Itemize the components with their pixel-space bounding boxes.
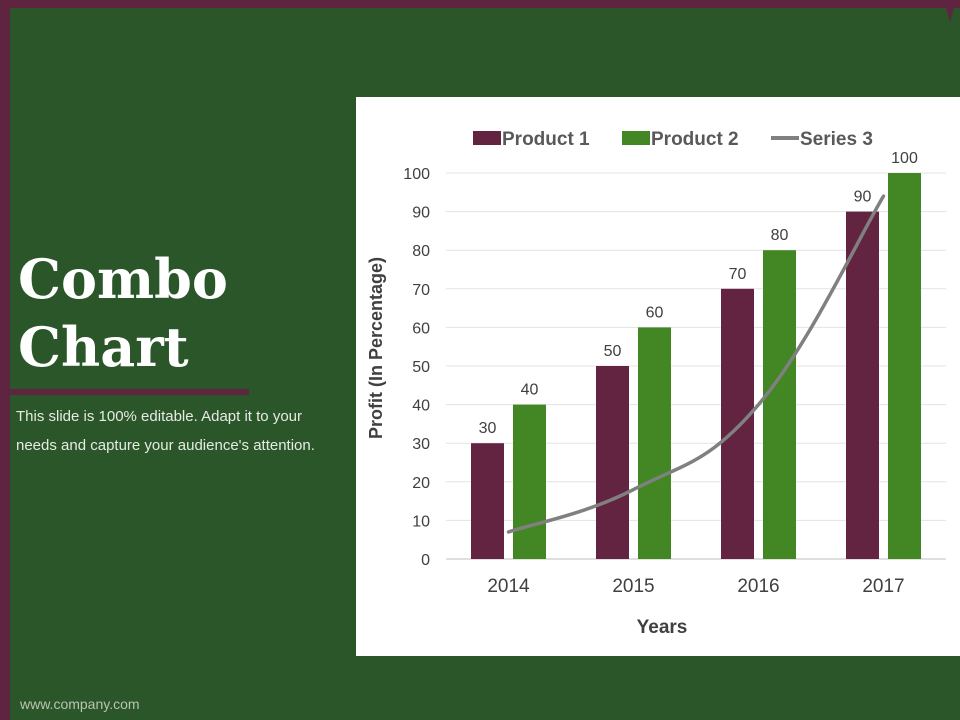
- data-label-product-2-2015: 60: [646, 304, 664, 321]
- x-axis-title: Years: [637, 617, 688, 638]
- slide-title: Combo Chart: [18, 245, 228, 381]
- legend-label-product-2: Product 2: [651, 129, 739, 150]
- bar-product-1-2017: [846, 211, 879, 559]
- legend-label-product-1: Product 1: [502, 129, 590, 150]
- y-tick-label-30: 30: [412, 436, 430, 453]
- data-label-product-2-2017: 100: [891, 150, 918, 167]
- data-label-product-1-2015: 50: [604, 343, 622, 360]
- frame-corner-notch: [920, 0, 960, 22]
- y-tick-label-60: 60: [412, 320, 430, 337]
- frame-left-border: [0, 0, 10, 720]
- y-tick-label-80: 80: [412, 243, 430, 260]
- data-label-product-2-2016: 80: [771, 227, 789, 244]
- combo-chart: 0 10 20 30 40 50 60 70 80 90 100 30 40 2014 50 60 2015 70…: [366, 129, 946, 638]
- frame-top-border: [0, 0, 960, 8]
- slide-subtitle: This slide is 100% editable. Adapt it to…: [16, 408, 315, 454]
- slide-title-line-2: Chart: [18, 315, 189, 379]
- y-tick-label-20: 20: [412, 475, 430, 492]
- legend-swatch-product-1: [473, 131, 501, 145]
- legend-swatch-product-2: [622, 131, 650, 145]
- data-label-product-1-2014: 30: [479, 420, 497, 437]
- x-tick-label-2016: 2016: [737, 576, 779, 597]
- y-tick-label-100: 100: [403, 166, 430, 183]
- x-tick-label-2014: 2014: [487, 576, 530, 597]
- y-tick-label-70: 70: [412, 282, 430, 299]
- slide-title-line-1: Combo: [18, 247, 228, 311]
- chart-panel: 0 10 20 30 40 50 60 70 80 90 100 30 40 2014 50 60 2015 70…: [356, 97, 960, 656]
- title-underline: [10, 389, 249, 395]
- legend-label-series-3: Series 3: [800, 129, 873, 150]
- footer-website: www.company.com: [20, 696, 140, 712]
- bar-product-2-2014: [513, 404, 546, 559]
- y-tick-label-40: 40: [412, 398, 430, 415]
- y-tick-label-0: 0: [421, 552, 430, 569]
- bar-product-2-2016: [763, 250, 796, 559]
- bar-product-1-2015: [596, 366, 629, 559]
- data-label-product-1-2016: 70: [729, 266, 747, 283]
- data-label-product-2-2014: 40: [521, 382, 539, 399]
- bar-product-2-2015: [638, 327, 671, 559]
- y-axis-title: Profit (In Percentage): [366, 257, 386, 439]
- y-tick-label-50: 50: [412, 359, 430, 376]
- x-tick-label-2017: 2017: [862, 576, 904, 597]
- y-tick-label-10: 10: [412, 513, 430, 530]
- bar-product-1-2016: [721, 288, 754, 559]
- x-tick-label-2015: 2015: [612, 576, 654, 597]
- bar-product-1-2014: [471, 443, 504, 559]
- line-series-3: [506, 194, 886, 534]
- bar-product-2-2017: [888, 173, 921, 559]
- data-label-product-1-2017: 90: [854, 189, 872, 206]
- y-tick-label-90: 90: [412, 205, 430, 222]
